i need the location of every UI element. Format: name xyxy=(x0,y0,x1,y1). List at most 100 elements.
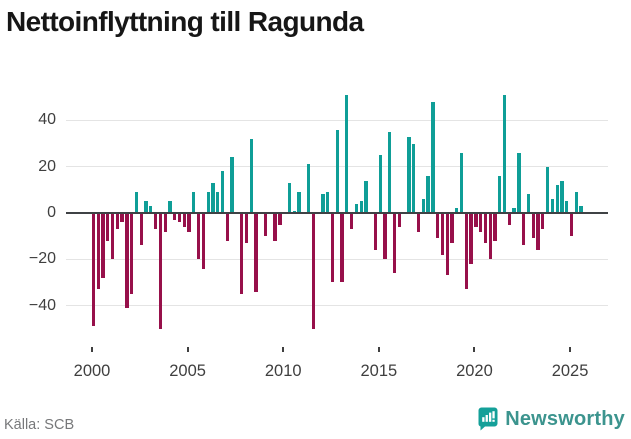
bar-2025-Q2 xyxy=(574,192,578,213)
bar-2004-Q1 xyxy=(168,201,172,213)
bar-2022-Q4 xyxy=(526,194,531,213)
bar-2022-Q2 xyxy=(517,152,521,213)
gridline xyxy=(66,258,608,261)
bar-2021-Q4 xyxy=(507,213,511,225)
bar-2021-Q3 xyxy=(502,94,507,213)
bar-2005-Q1 xyxy=(187,213,191,232)
bar-2002-Q1 xyxy=(130,213,134,295)
bar-2011-Q2 xyxy=(306,164,311,213)
newsworthy-logo[interactable]: Newsworthy xyxy=(478,407,625,431)
bar-2003-Q3 xyxy=(158,213,163,329)
bar-2015-Q4 xyxy=(392,213,397,274)
bar-2013-Q1 xyxy=(340,213,344,283)
x-axis-tick xyxy=(473,347,476,352)
bar-2007-Q2 xyxy=(230,157,234,213)
newsworthy-bubble-chart-icon xyxy=(478,407,498,431)
bar-2024-Q3 xyxy=(560,180,564,213)
bar-2021-Q2 xyxy=(498,175,502,213)
bar-2002-Q2 xyxy=(134,192,139,213)
bar-2003-Q1 xyxy=(149,206,153,213)
bar-2025-Q1 xyxy=(569,213,574,237)
gridline xyxy=(66,304,608,307)
bar-2019-Q3 xyxy=(464,213,468,290)
bar-2017-Q3 xyxy=(426,175,430,213)
bar-2003-Q2 xyxy=(153,213,158,230)
bar-2023-Q4 xyxy=(545,166,550,213)
bar-2005-Q2 xyxy=(192,192,196,213)
bar-2019-Q1 xyxy=(455,208,459,213)
bar-2008-Q2 xyxy=(249,138,253,213)
bar-2025-Q3 xyxy=(579,206,583,213)
bar-2019-Q2 xyxy=(459,152,464,213)
bar-2003-Q4 xyxy=(163,213,167,232)
bar-2015-Q1 xyxy=(378,155,382,213)
bar-2023-Q2 xyxy=(536,213,540,251)
bar-2009-Q3 xyxy=(273,213,277,241)
bar-2009-Q1 xyxy=(263,213,268,237)
bar-2006-Q2 xyxy=(211,182,215,213)
bar-2000-Q2 xyxy=(96,213,100,290)
bar-2007-Q4 xyxy=(239,213,244,295)
x-axis-label: 2015 xyxy=(360,362,398,380)
bar-2013-Q4 xyxy=(354,203,359,213)
bar-2010-Q2 xyxy=(287,182,292,213)
bar-2000-Q1 xyxy=(91,213,96,327)
bar-2004-Q3 xyxy=(177,213,182,223)
bar-2000-Q3 xyxy=(101,213,105,278)
bar-2015-Q2 xyxy=(383,213,387,260)
chart-title: Nettoinflyttning till Ragunda xyxy=(6,6,364,37)
bar-2021-Q1 xyxy=(493,213,497,241)
bar-2022-Q3 xyxy=(522,213,526,246)
x-axis-label: 2010 xyxy=(264,362,302,380)
bar-2018-Q4 xyxy=(450,213,454,244)
bar-2012-Q3 xyxy=(330,213,335,283)
bar-2018-Q2 xyxy=(440,213,445,255)
bar-2024-Q2 xyxy=(555,185,559,213)
bar-2006-Q3 xyxy=(216,192,220,213)
bar-2015-Q3 xyxy=(388,131,392,213)
bar-2017-Q2 xyxy=(421,199,425,213)
bar-2023-Q1 xyxy=(531,213,535,239)
bar-2006-Q1 xyxy=(206,192,210,213)
x-axis-label: 2000 xyxy=(73,362,111,380)
bar-2002-Q3 xyxy=(139,213,143,246)
bar-2020-Q2 xyxy=(479,213,483,232)
bar-2007-Q1 xyxy=(225,213,229,241)
bar-2022-Q1 xyxy=(512,208,516,213)
bar-2001-Q2 xyxy=(115,213,119,230)
bar-2020-Q3 xyxy=(483,213,488,244)
bar-2016-Q3 xyxy=(407,136,411,213)
bar-2000-Q4 xyxy=(106,213,110,241)
y-axis-label: −20 xyxy=(28,250,56,268)
bar-2001-Q3 xyxy=(120,213,124,223)
bar-2005-Q4 xyxy=(201,213,206,269)
bar-2001-Q1 xyxy=(110,213,115,260)
bar-2019-Q4 xyxy=(469,213,473,264)
bar-2020-Q4 xyxy=(488,213,492,260)
bar-2016-Q1 xyxy=(397,213,402,227)
x-axis-tick xyxy=(282,347,285,352)
bar-2001-Q4 xyxy=(125,213,129,308)
bar-2023-Q3 xyxy=(541,213,545,230)
x-axis-label: 2025 xyxy=(551,362,589,380)
bar-2002-Q4 xyxy=(144,201,148,213)
bar-2014-Q1 xyxy=(359,201,363,213)
bar-2024-Q1 xyxy=(550,199,555,213)
y-axis-label: 0 xyxy=(47,204,56,221)
bar-2004-Q4 xyxy=(182,213,186,227)
bar-2020-Q1 xyxy=(474,213,478,227)
x-axis-tick xyxy=(186,347,189,352)
bar-2016-Q4 xyxy=(412,143,416,213)
newsworthy-wordmark: Newsworthy xyxy=(505,407,625,430)
bar-2024-Q4 xyxy=(565,201,569,213)
bar-2013-Q3 xyxy=(349,213,354,230)
bar-2014-Q4 xyxy=(373,213,378,251)
bar-2018-Q3 xyxy=(445,213,449,276)
x-axis-tick xyxy=(377,347,380,352)
bar-2012-Q2 xyxy=(326,192,330,213)
zero-axis-line xyxy=(66,211,608,215)
y-axis-label: 40 xyxy=(38,111,56,129)
source-note: Källa: SCB xyxy=(4,417,75,433)
bar-2004-Q2 xyxy=(173,213,177,220)
